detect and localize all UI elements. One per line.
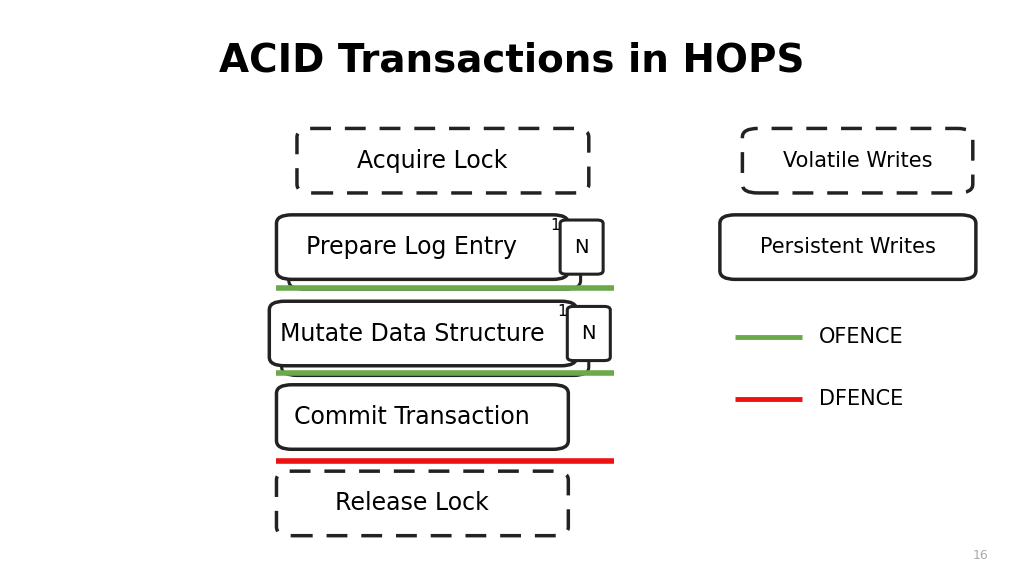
- FancyBboxPatch shape: [567, 306, 610, 361]
- Text: DFENCE: DFENCE: [819, 389, 903, 408]
- Text: Mutate Data Structure: Mutate Data Structure: [280, 321, 544, 346]
- Text: OFENCE: OFENCE: [819, 327, 904, 347]
- Text: ACID Transactions in HOPS: ACID Transactions in HOPS: [219, 41, 805, 79]
- FancyBboxPatch shape: [289, 225, 581, 289]
- Text: Persistent Writes: Persistent Writes: [760, 237, 936, 257]
- FancyBboxPatch shape: [276, 215, 568, 279]
- Text: N: N: [582, 324, 596, 343]
- Text: Acquire Lock: Acquire Lock: [357, 149, 508, 173]
- FancyBboxPatch shape: [742, 128, 973, 193]
- Text: 1: 1: [557, 304, 567, 319]
- FancyBboxPatch shape: [560, 220, 603, 274]
- Text: Commit Transaction: Commit Transaction: [294, 405, 529, 429]
- FancyBboxPatch shape: [276, 471, 568, 536]
- FancyBboxPatch shape: [276, 385, 568, 449]
- FancyBboxPatch shape: [720, 215, 976, 279]
- FancyBboxPatch shape: [269, 301, 577, 366]
- Text: Prepare Log Entry: Prepare Log Entry: [306, 235, 517, 259]
- Text: Release Lock: Release Lock: [335, 491, 488, 516]
- FancyBboxPatch shape: [297, 128, 589, 193]
- Text: N: N: [574, 238, 589, 256]
- FancyBboxPatch shape: [282, 311, 589, 376]
- Text: Volatile Writes: Volatile Writes: [783, 151, 932, 170]
- Text: 16: 16: [973, 548, 988, 562]
- Text: 1: 1: [550, 218, 560, 233]
